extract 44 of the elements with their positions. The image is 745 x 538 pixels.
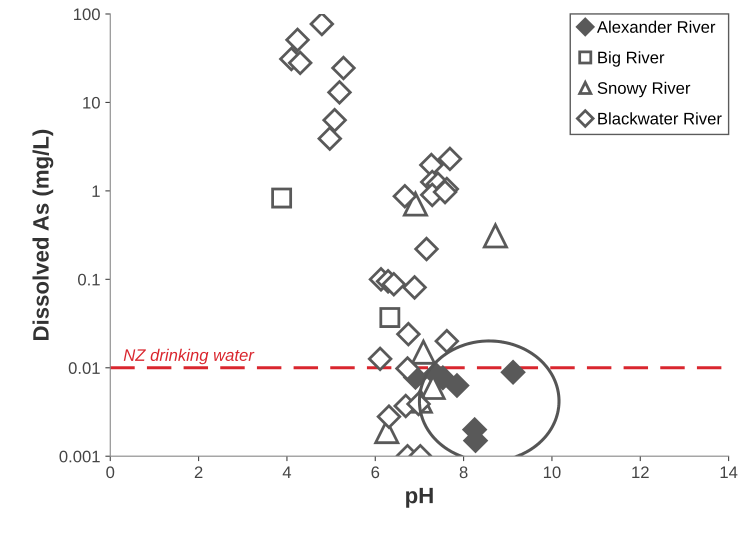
point [434,328,460,354]
point [310,14,334,36]
x-tick-label: 8 [460,466,468,478]
point [327,80,352,105]
legend-label: Big River [598,51,664,67]
y-tick-label: 100 [74,8,100,20]
y-tick-label: 0.01 [68,362,100,374]
x-axis-title: pH [406,488,433,508]
x-tick-label: 2 [194,466,202,478]
point [402,192,428,217]
point [444,373,470,398]
y-tick-label: 0.1 [78,274,100,286]
point [271,188,292,208]
x-tick-label: 10 [544,466,561,478]
y-axis-title: Dissolved As (mg/L) [32,130,54,340]
point [288,50,312,76]
point [414,236,439,262]
point [379,307,400,328]
x-tick-label: 0 [106,466,114,478]
legend-label: Snowy River [598,82,690,98]
point [482,223,508,248]
point [396,322,421,346]
x-tick-label: 6 [371,466,380,478]
point [376,404,402,429]
point [402,275,427,300]
point [392,184,418,208]
ref-line-label: NZ drinking water [124,348,254,364]
y-tick-label: 10 [83,96,100,109]
point [322,108,347,132]
y-tick-label: 1 [92,185,100,197]
legend-label: Blackwater River [598,112,722,125]
point [318,126,342,151]
x-tick-label: 4 [282,466,292,478]
x-tick-label: 12 [632,466,649,478]
point [382,272,406,296]
legend-label: Alexander River [596,20,716,33]
point [438,146,462,172]
x-tick-label: 14 [720,466,738,478]
point [285,28,310,52]
point [410,340,436,365]
point [500,360,526,384]
y-tick-label: 0.001 [59,450,100,462]
point [331,56,356,80]
point [368,346,392,372]
